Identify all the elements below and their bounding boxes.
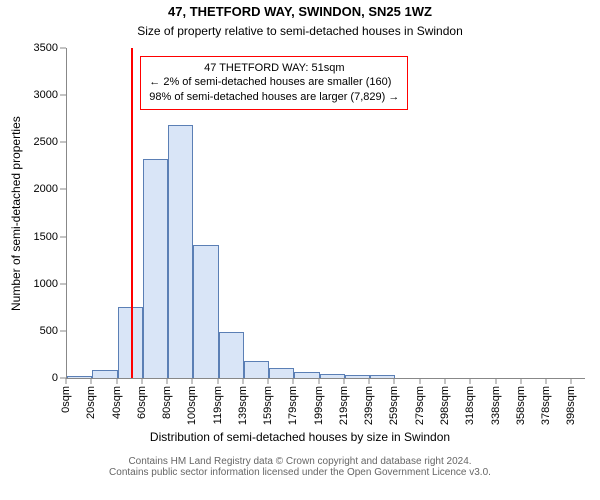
- x-tick-mark: [495, 378, 496, 384]
- x-tick-mark: [445, 378, 446, 384]
- y-tick-mark: [60, 48, 66, 49]
- histogram-bar: [168, 125, 193, 378]
- chart-container: 47, THETFORD WAY, SWINDON, SN25 1WZ Size…: [0, 0, 600, 500]
- x-tick-label: 279sqm: [414, 386, 426, 425]
- x-tick-label: 60sqm: [136, 386, 148, 419]
- y-tick-label: 0: [26, 372, 58, 384]
- histogram-bar: [320, 374, 345, 378]
- x-tick-mark: [293, 378, 294, 384]
- histogram-bar: [370, 375, 395, 378]
- x-tick-label: 0sqm: [60, 386, 72, 413]
- histogram-bar: [143, 159, 168, 378]
- x-tick-label: 100sqm: [186, 386, 198, 425]
- y-tick-mark: [60, 95, 66, 96]
- x-tick-label: 199sqm: [313, 386, 325, 425]
- x-tick-label: 318sqm: [464, 386, 476, 425]
- histogram-bar: [118, 307, 143, 378]
- annotation-line-1: 47 THETFORD WAY: 51sqm: [149, 61, 399, 76]
- x-tick-mark: [91, 378, 92, 384]
- histogram-bar: [67, 376, 92, 378]
- chart-title: 47, THETFORD WAY, SWINDON, SN25 1WZ: [0, 4, 600, 19]
- y-tick-label: 1500: [26, 231, 58, 243]
- x-tick-mark: [470, 378, 471, 384]
- y-tick-label: 3000: [26, 89, 58, 101]
- x-tick-mark: [192, 378, 193, 384]
- x-tick-label: 40sqm: [111, 386, 123, 419]
- y-tick-label: 2000: [26, 183, 58, 195]
- y-tick-mark: [60, 189, 66, 190]
- x-tick-label: 80sqm: [161, 386, 173, 419]
- x-tick-mark: [116, 378, 117, 384]
- histogram-bar: [193, 245, 218, 378]
- y-tick-mark: [60, 236, 66, 237]
- y-tick-mark: [60, 330, 66, 331]
- x-tick-mark: [343, 378, 344, 384]
- y-axis-label: Number of semi-detached properties: [9, 116, 23, 311]
- x-tick-label: 259sqm: [388, 386, 400, 425]
- x-tick-label: 139sqm: [237, 386, 249, 425]
- histogram-bar: [345, 375, 370, 378]
- annotation-line-3: 98% of semi-detached houses are larger (…: [149, 90, 399, 105]
- x-tick-mark: [242, 378, 243, 384]
- x-tick-mark: [394, 378, 395, 384]
- x-tick-mark: [520, 378, 521, 384]
- x-tick-mark: [369, 378, 370, 384]
- x-tick-label: 338sqm: [490, 386, 502, 425]
- footer-line-2: Contains public sector information licen…: [0, 467, 600, 478]
- x-tick-label: 378sqm: [540, 386, 552, 425]
- y-tick-label: 500: [26, 325, 58, 337]
- x-tick-mark: [318, 378, 319, 384]
- x-tick-mark: [217, 378, 218, 384]
- x-axis-label: Distribution of semi-detached houses by …: [0, 430, 600, 444]
- x-tick-mark: [268, 378, 269, 384]
- x-tick-mark: [66, 378, 67, 384]
- y-tick-label: 3500: [26, 42, 58, 54]
- x-tick-label: 219sqm: [338, 386, 350, 425]
- x-tick-label: 239sqm: [363, 386, 375, 425]
- y-tick-mark: [60, 283, 66, 284]
- x-tick-label: 179sqm: [287, 386, 299, 425]
- histogram-bar: [269, 368, 294, 378]
- x-tick-label: 298sqm: [439, 386, 451, 425]
- x-tick-label: 358sqm: [515, 386, 527, 425]
- x-tick-mark: [141, 378, 142, 384]
- footer-attribution: Contains HM Land Registry data © Crown c…: [0, 456, 600, 478]
- chart-subtitle: Size of property relative to semi-detach…: [0, 24, 600, 38]
- x-tick-label: 159sqm: [262, 386, 274, 425]
- footer-line-1: Contains HM Land Registry data © Crown c…: [0, 456, 600, 467]
- histogram-bar: [294, 372, 319, 378]
- annotation-line-2: ← 2% of semi-detached houses are smaller…: [149, 75, 399, 90]
- x-tick-mark: [419, 378, 420, 384]
- annotation-box: 47 THETFORD WAY: 51sqm← 2% of semi-detac…: [140, 56, 408, 111]
- histogram-bar: [92, 370, 117, 378]
- x-tick-mark: [571, 378, 572, 384]
- y-tick-mark: [60, 142, 66, 143]
- histogram-bar: [244, 361, 269, 378]
- y-tick-label: 1000: [26, 278, 58, 290]
- property-marker-line: [131, 48, 133, 378]
- x-tick-mark: [546, 378, 547, 384]
- x-tick-label: 119sqm: [212, 386, 224, 424]
- x-tick-mark: [167, 378, 168, 384]
- x-tick-label: 20sqm: [85, 386, 97, 419]
- histogram-bar: [219, 332, 244, 378]
- plot-area: 47 THETFORD WAY: 51sqm← 2% of semi-detac…: [66, 48, 585, 379]
- x-tick-label: 398sqm: [565, 386, 577, 425]
- y-tick-label: 2500: [26, 136, 58, 148]
